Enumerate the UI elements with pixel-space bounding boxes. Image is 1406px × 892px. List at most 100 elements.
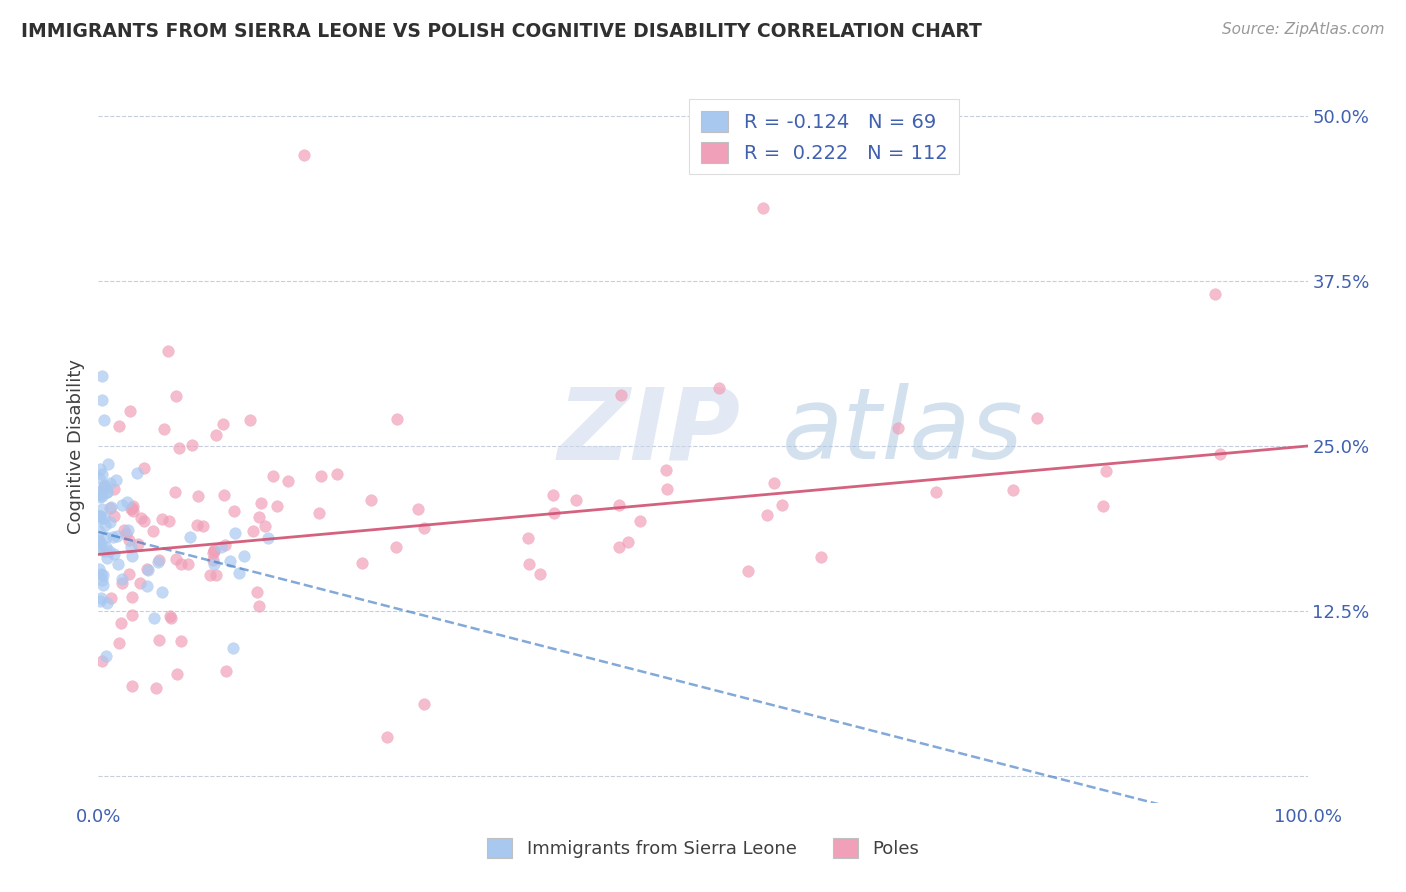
Point bbox=[96, 484, 118, 499]
Point bbox=[350, 557, 373, 571]
Point bbox=[516, 532, 538, 546]
Point bbox=[117, 533, 139, 548]
Point bbox=[628, 514, 651, 528]
Point bbox=[120, 502, 142, 516]
Point bbox=[89, 511, 111, 525]
Point bbox=[87, 561, 110, 575]
Point bbox=[159, 611, 181, 625]
Point bbox=[1208, 447, 1230, 461]
Point bbox=[413, 520, 436, 534]
Point bbox=[384, 540, 406, 554]
Point bbox=[607, 498, 630, 512]
Point bbox=[756, 508, 779, 522]
Point bbox=[1002, 483, 1025, 497]
Point bbox=[89, 509, 111, 524]
Point bbox=[239, 413, 262, 427]
Point bbox=[103, 530, 125, 544]
Point bbox=[89, 471, 111, 485]
Point bbox=[153, 422, 176, 436]
Point bbox=[90, 502, 112, 516]
Point bbox=[707, 381, 730, 395]
Point bbox=[93, 544, 115, 558]
Point bbox=[98, 500, 121, 515]
Point bbox=[406, 501, 429, 516]
Point bbox=[89, 486, 111, 500]
Point bbox=[105, 529, 128, 543]
Point bbox=[214, 538, 236, 552]
Point bbox=[256, 531, 278, 545]
Point bbox=[177, 557, 200, 571]
Point bbox=[97, 457, 120, 471]
Point bbox=[103, 547, 125, 561]
Point bbox=[205, 428, 228, 442]
Point bbox=[543, 506, 565, 520]
Point bbox=[117, 524, 139, 538]
Point bbox=[655, 463, 678, 477]
Point bbox=[179, 530, 201, 544]
Point bbox=[222, 640, 245, 655]
Point bbox=[1091, 500, 1114, 514]
Point bbox=[517, 557, 540, 571]
Point bbox=[752, 201, 775, 215]
Point bbox=[375, 730, 398, 744]
Point bbox=[91, 568, 114, 582]
Point bbox=[157, 343, 180, 358]
Point bbox=[249, 495, 271, 509]
Point bbox=[607, 540, 630, 554]
Point bbox=[201, 553, 224, 567]
Point bbox=[103, 483, 125, 497]
Point bbox=[91, 392, 114, 407]
Point bbox=[232, 549, 254, 563]
Point bbox=[107, 635, 129, 649]
Point bbox=[209, 540, 232, 554]
Point bbox=[89, 461, 111, 475]
Point bbox=[810, 549, 832, 564]
Point bbox=[100, 500, 122, 514]
Point bbox=[145, 681, 167, 695]
Y-axis label: Cognitive Disability: Cognitive Disability bbox=[66, 359, 84, 533]
Point bbox=[763, 475, 786, 490]
Point bbox=[96, 485, 118, 500]
Point bbox=[309, 468, 332, 483]
Point bbox=[159, 608, 181, 623]
Point bbox=[247, 510, 270, 524]
Point bbox=[308, 506, 330, 520]
Point bbox=[924, 484, 946, 499]
Point bbox=[121, 591, 143, 605]
Point bbox=[1204, 286, 1226, 301]
Point bbox=[170, 634, 193, 648]
Text: ZIP: ZIP bbox=[558, 384, 741, 480]
Point bbox=[89, 490, 111, 504]
Point bbox=[529, 567, 551, 582]
Point bbox=[97, 543, 120, 558]
Point bbox=[202, 544, 225, 558]
Point bbox=[148, 553, 170, 567]
Point bbox=[187, 490, 209, 504]
Point bbox=[90, 489, 112, 503]
Point bbox=[616, 534, 638, 549]
Point bbox=[94, 530, 117, 544]
Point bbox=[98, 515, 121, 529]
Point bbox=[93, 481, 115, 495]
Point bbox=[134, 460, 156, 475]
Point bbox=[87, 539, 110, 553]
Point bbox=[87, 533, 110, 548]
Point bbox=[253, 519, 276, 533]
Point bbox=[886, 421, 908, 435]
Point bbox=[108, 419, 131, 434]
Point bbox=[104, 473, 127, 487]
Point bbox=[228, 566, 250, 581]
Point bbox=[565, 493, 588, 508]
Point bbox=[360, 493, 382, 508]
Point bbox=[770, 498, 793, 512]
Point bbox=[87, 534, 110, 549]
Point bbox=[242, 524, 264, 538]
Point bbox=[111, 576, 134, 591]
Point bbox=[224, 526, 246, 541]
Point bbox=[111, 573, 134, 587]
Point bbox=[169, 441, 191, 455]
Point bbox=[146, 555, 169, 569]
Point bbox=[89, 509, 111, 524]
Point bbox=[181, 438, 204, 452]
Text: atlas: atlas bbox=[782, 384, 1024, 480]
